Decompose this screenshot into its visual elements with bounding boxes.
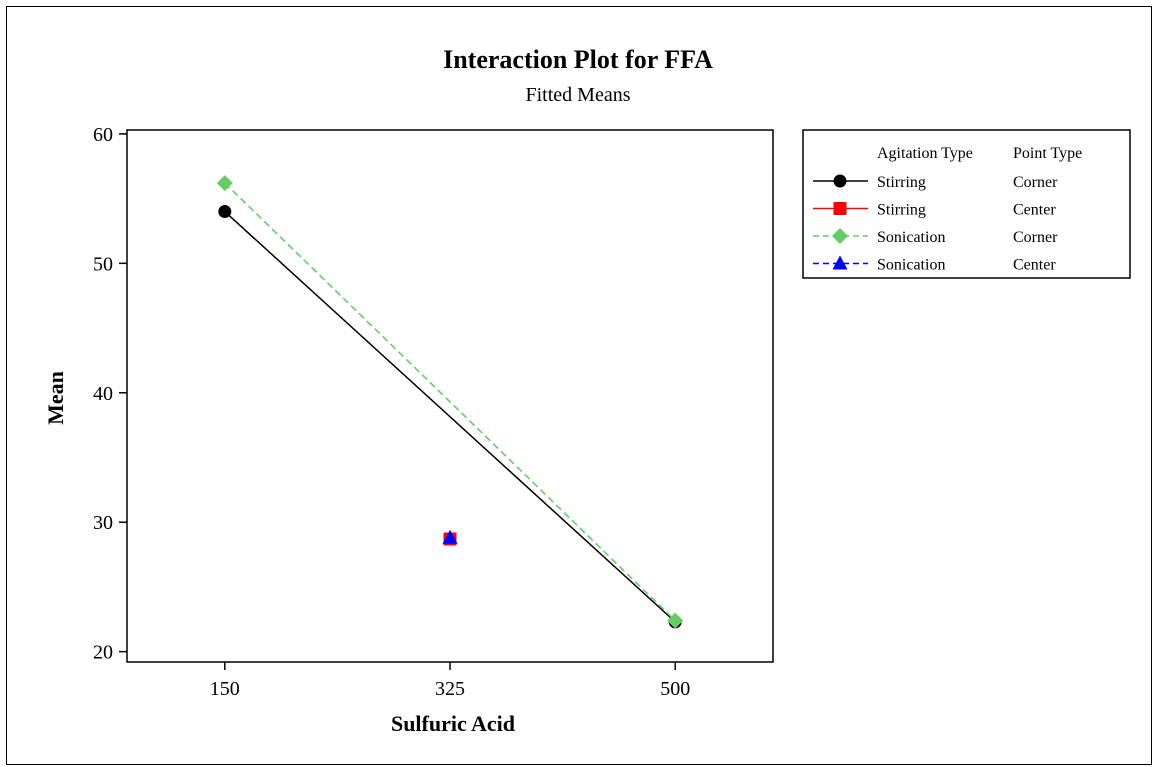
x-tick-label: 150 xyxy=(210,678,240,700)
y-tick-label: 40 xyxy=(93,383,113,405)
legend-point-type-stirring-corner: Corner xyxy=(1013,174,1058,191)
legend-label-stirring-corner: Stirring xyxy=(877,174,926,191)
y-tick-label: 60 xyxy=(93,124,113,146)
legend-header-agitation: Agitation Type xyxy=(877,145,973,162)
legend-header-point-type: Point Type xyxy=(1013,145,1082,162)
x-tick-label: 500 xyxy=(660,678,690,700)
chart-title: Interaction Plot for FFA xyxy=(443,45,713,74)
series-layer xyxy=(216,175,684,629)
legend-label-sonication-corner: Sonication xyxy=(877,229,945,246)
y-axis-label: Mean xyxy=(43,371,68,425)
x-axis: 150 325 500 xyxy=(210,662,690,700)
y-axis: 20 30 40 50 60 xyxy=(93,124,127,664)
stirring-corner-point xyxy=(218,205,232,219)
chart-subtitle: Fitted Means xyxy=(526,84,631,106)
x-tick-label: 325 xyxy=(435,678,465,700)
y-tick-label: 50 xyxy=(93,253,113,275)
legend: Stirring Corner Stirring Center Sonication Co… xyxy=(813,174,1058,274)
sonication-center-point xyxy=(442,529,458,544)
y-tick-label: 30 xyxy=(93,512,113,534)
y-tick-label: 20 xyxy=(93,642,113,664)
legend-marker-stirring-corner xyxy=(833,174,847,188)
legend-point-type-stirring-center: Center xyxy=(1013,202,1056,219)
legend-point-type-sonication-center: Center xyxy=(1013,257,1056,274)
sonication-corner-line xyxy=(224,182,676,622)
legend-point-type-sonication-corner: Corner xyxy=(1013,229,1058,246)
legend-marker-stirring-center xyxy=(833,202,847,215)
stirring-corner-line xyxy=(224,210,676,623)
legend-marker-sonication-corner xyxy=(832,228,848,244)
legend-label-sonication-center: Sonication xyxy=(877,257,945,274)
sonication-corner-point xyxy=(216,175,233,192)
legend-box xyxy=(802,129,1131,279)
x-axis-label: Sulfuric Acid xyxy=(391,711,515,736)
legend-label-stirring-center: Stirring xyxy=(877,202,926,219)
legend-marker-sonication-center xyxy=(832,255,848,270)
sonication-corner-point xyxy=(667,612,684,629)
